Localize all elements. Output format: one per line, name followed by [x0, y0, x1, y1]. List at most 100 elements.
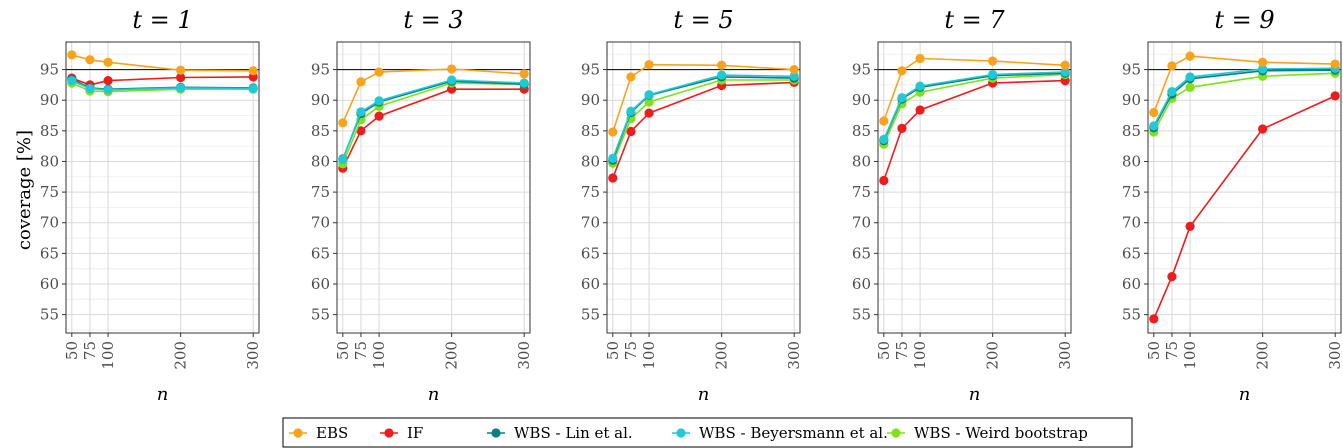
y-tick-label: 55: [311, 306, 330, 324]
y-tick-label: 80: [311, 152, 330, 170]
y-tick-label: 65: [311, 244, 330, 262]
legend-key-marker: [384, 428, 394, 438]
data-point-wbs-beyersmann-et-al: [374, 96, 384, 106]
y-tick-label: 75: [581, 183, 600, 201]
x-tick-label: 200: [984, 341, 1002, 370]
data-point-wbs-beyersmann-et-al: [1060, 67, 1070, 77]
data-point-ebs: [447, 64, 457, 74]
y-tick-label: 60: [1122, 275, 1141, 293]
x-tick-label: 200: [713, 341, 731, 370]
data-point-ebs: [176, 65, 186, 75]
legend-label: WBS - Lin et al.: [514, 424, 633, 442]
y-tick-label: 95: [1122, 61, 1141, 79]
data-point-ebs: [338, 118, 348, 128]
data-point-if: [1149, 314, 1159, 324]
data-point-wbs-beyersmann-et-al: [644, 90, 654, 100]
data-point-wbs-beyersmann-et-al: [103, 85, 113, 95]
series-line-if: [71, 76, 254, 86]
x-tick-label: 200: [172, 341, 190, 370]
x-tick-label: 300: [1056, 341, 1074, 370]
data-point-ebs: [374, 67, 384, 77]
legend-item: WBS - Weird bootstrap: [887, 424, 1088, 442]
y-tick-label: 85: [40, 122, 59, 140]
data-point-ebs: [1185, 51, 1195, 61]
y-tick-label: 60: [40, 275, 59, 293]
x-tick-label: 100: [99, 341, 117, 370]
y-tick-label: 65: [1122, 244, 1141, 262]
y-axis-title: coverage [%]: [14, 130, 35, 250]
data-point-wbs-weird-bootstrap: [644, 97, 654, 107]
data-point-wbs-beyersmann-et-al: [67, 75, 77, 86]
y-tick-label: 60: [581, 275, 600, 293]
data-point-if: [356, 126, 366, 136]
data-point-wbs-beyersmann-et-al: [1149, 121, 1159, 131]
legend-item: WBS - Lin et al.: [487, 424, 633, 442]
y-tick-label: 85: [852, 122, 871, 140]
legend-label: WBS - Beyersmann et al.: [699, 424, 888, 442]
data-point-ebs: [1060, 60, 1070, 70]
series-line-if: [612, 81, 795, 179]
data-point-if: [608, 173, 618, 183]
data-point-wbs-beyersmann-et-al: [519, 78, 529, 88]
data-point-ebs: [717, 60, 727, 70]
y-tick-label: 85: [581, 122, 600, 140]
x-tick-label: 50: [63, 341, 81, 360]
data-point-ebs: [1167, 61, 1177, 71]
x-axis-title: n: [157, 384, 169, 405]
panel-title: t = 3: [403, 6, 463, 34]
y-tick-label: 55: [1122, 306, 1141, 324]
y-tick-label: 70: [311, 214, 330, 232]
data-point-wbs-beyersmann-et-al: [1258, 64, 1268, 74]
x-tick-label: 50: [604, 341, 622, 360]
x-axis-title: n: [698, 384, 710, 405]
legend-item: IF: [380, 424, 423, 442]
legend-item: EBS: [289, 424, 348, 442]
data-point-if: [626, 126, 636, 137]
x-tick-label: 75: [352, 341, 370, 360]
data-point-ebs: [988, 56, 998, 66]
y-tick-label: 70: [1122, 214, 1141, 232]
data-point-ebs: [1258, 57, 1268, 67]
data-point-if: [1258, 124, 1268, 134]
data-point-if: [1330, 91, 1340, 101]
y-tick-label: 65: [581, 244, 600, 262]
data-point-wbs-beyersmann-et-al: [915, 81, 925, 91]
x-tick-label: 300: [785, 341, 803, 370]
y-tick-label: 95: [40, 61, 59, 79]
y-tick-label: 75: [40, 183, 59, 201]
y-tick-label: 55: [581, 306, 600, 324]
data-point-wbs-beyersmann-et-al: [988, 69, 998, 80]
y-tick-label: 75: [852, 183, 871, 201]
legend-label: IF: [407, 424, 423, 442]
series-line-ebs: [71, 54, 254, 72]
x-tick-label: 300: [1326, 341, 1343, 370]
y-tick-label: 80: [1122, 152, 1141, 170]
data-point-if: [374, 111, 384, 121]
data-point-ebs: [67, 50, 77, 60]
x-tick-label: 75: [622, 341, 640, 360]
data-point-if: [915, 105, 925, 115]
y-tick-label: 90: [311, 91, 330, 109]
data-point-ebs: [103, 57, 113, 67]
y-tick-label: 75: [311, 183, 330, 201]
data-point-wbs-beyersmann-et-al: [447, 75, 457, 85]
x-tick-label: 300: [515, 341, 533, 370]
data-point-if: [897, 123, 907, 133]
data-point-if: [879, 175, 889, 186]
y-tick-label: 85: [311, 122, 330, 140]
data-point-wbs-beyersmann-et-al: [626, 106, 636, 116]
x-tick-label: 50: [1145, 341, 1163, 360]
data-point-wbs-beyersmann-et-al: [608, 153, 618, 163]
legend-key-marker: [891, 428, 901, 438]
legend-key-marker: [491, 428, 501, 438]
series-line-wbs-lin-et-al: [342, 80, 525, 160]
data-point-ebs: [519, 69, 529, 79]
legend-box: [282, 417, 1133, 448]
data-point-ebs: [85, 55, 95, 65]
